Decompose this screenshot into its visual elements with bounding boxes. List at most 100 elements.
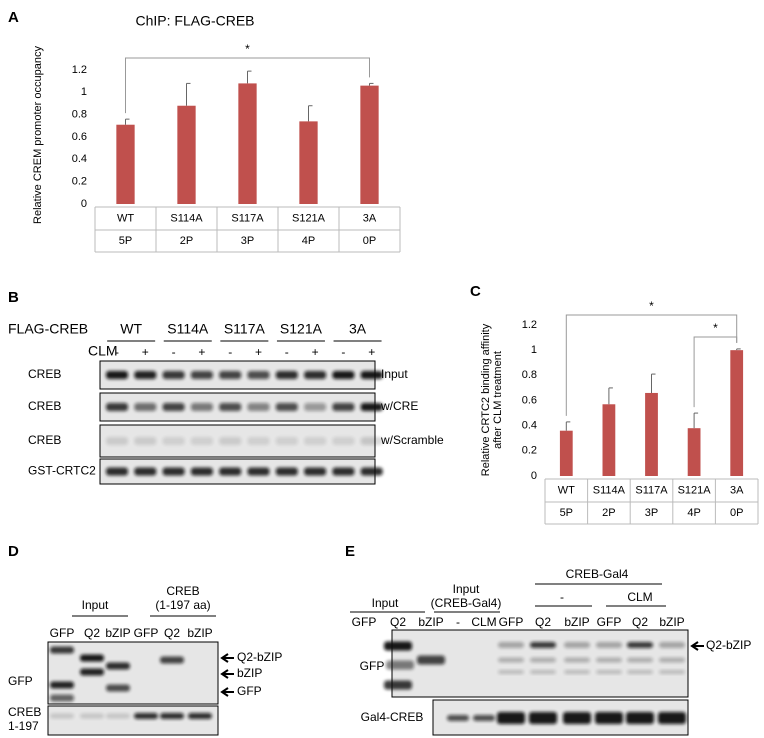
- blot-band: [498, 670, 524, 674]
- blot-band: [304, 437, 327, 445]
- group-label: WT: [120, 321, 142, 337]
- y-tick-label: 0: [531, 470, 537, 482]
- chart-title: ChIP: FLAG-CREB: [135, 13, 254, 29]
- blot-band: [304, 371, 327, 379]
- lane-label: bZIP: [187, 626, 212, 640]
- blot-band: [473, 715, 495, 721]
- blot-band: [360, 467, 383, 476]
- row-label: GFP: [360, 659, 385, 673]
- blot-band: [658, 712, 686, 724]
- x-tick-label: S121A: [292, 212, 326, 224]
- significance-bracket: [125, 57, 370, 114]
- blot-band: [596, 657, 622, 663]
- blot-frame: [47, 705, 219, 736]
- x-sublabel: 3P: [241, 235, 254, 247]
- group-label: (1-197 aa): [155, 598, 210, 612]
- bar: [602, 404, 616, 476]
- blot-band: [360, 371, 383, 379]
- group-label: S117A: [224, 321, 266, 337]
- lane-label: bZIP: [564, 615, 589, 629]
- lane-sign: -: [285, 345, 289, 359]
- lane-sign: +: [142, 345, 149, 359]
- y-tick-label: 1: [531, 344, 537, 356]
- blot-band: [497, 712, 525, 724]
- blot-band: [595, 712, 623, 724]
- bar: [116, 124, 135, 204]
- lane-label: -: [456, 615, 460, 629]
- blot-band: [247, 371, 270, 379]
- group-label: CREB: [166, 584, 199, 598]
- significance-label: *: [245, 42, 250, 56]
- y-axis-label: after CLM treatment: [492, 351, 504, 449]
- x-sublabel: 0P: [730, 507, 743, 519]
- significance-label: *: [649, 299, 654, 313]
- group-label: CLM: [627, 590, 652, 604]
- blot-band: [304, 403, 327, 411]
- bar: [645, 392, 658, 476]
- blot-band: [80, 713, 104, 719]
- panel-label: B: [8, 289, 19, 306]
- x-tick-label: S114A: [170, 212, 203, 224]
- x-tick-label: WT: [558, 484, 575, 496]
- blot-band: [50, 646, 74, 654]
- blot-band: [564, 657, 590, 663]
- blot-band: [596, 642, 622, 648]
- blot-band: [275, 371, 298, 379]
- lane-label: Q2: [632, 615, 648, 629]
- blot-band: [50, 713, 74, 719]
- panel-label: C: [470, 283, 481, 300]
- blot-band: [190, 467, 213, 476]
- blot-band: [134, 371, 157, 379]
- y-tick-label: 0.2: [522, 445, 537, 457]
- blot-band: [627, 670, 653, 674]
- blot-band: [219, 371, 242, 379]
- y-tick-label: 0: [81, 198, 87, 210]
- blot-band: [134, 467, 157, 476]
- y-axis-label: Relative CRTC2 binding affinity: [480, 323, 492, 476]
- blot-band: [332, 437, 355, 445]
- row-label: 1-197: [8, 719, 39, 733]
- y-axis-label: Relative CREM promoter occupancy: [32, 46, 44, 224]
- blot-band: [530, 670, 556, 674]
- group-label: 3A: [349, 321, 367, 337]
- x-sublabel: 2P: [602, 507, 615, 519]
- blot-band: [134, 403, 157, 411]
- group-label: CREB-Gal4: [566, 567, 629, 581]
- x-sublabel: 4P: [687, 507, 700, 519]
- lane-sign: -: [115, 345, 119, 359]
- blot-band: [106, 403, 128, 411]
- group-label: Input: [82, 598, 109, 612]
- row-label: CREB: [28, 433, 61, 447]
- blot-band: [627, 642, 653, 648]
- row-label: GFP: [8, 674, 33, 688]
- lane-sign: -: [228, 345, 232, 359]
- blot-band: [498, 657, 524, 663]
- panel-label: E: [345, 543, 355, 560]
- group-label: (CREB-Gal4): [431, 596, 502, 610]
- lane-label: Q2: [535, 615, 551, 629]
- blot-band: [247, 403, 270, 411]
- y-tick-label: 0.2: [72, 176, 87, 188]
- group-label: S114A: [167, 321, 209, 337]
- blot-band: [564, 670, 590, 674]
- significance-bracket: [565, 314, 738, 416]
- group-label: S121A: [280, 321, 323, 337]
- blot-band: [564, 642, 590, 648]
- blot-band: [626, 712, 654, 724]
- blot-band: [596, 670, 622, 674]
- blot-band: [530, 642, 556, 648]
- blot-band: [659, 670, 685, 674]
- blot-band: [360, 403, 383, 411]
- group-label: Input: [453, 582, 480, 596]
- blot-band: [190, 403, 213, 411]
- group-label: Input: [372, 596, 399, 610]
- blot-band: [106, 371, 128, 379]
- x-sublabel: 5P: [119, 235, 132, 247]
- blot-band: [530, 657, 556, 663]
- lane-label: GFP: [352, 615, 377, 629]
- bar: [177, 105, 196, 204]
- x-tick-label: S117A: [635, 484, 668, 496]
- blot-band: [498, 642, 524, 648]
